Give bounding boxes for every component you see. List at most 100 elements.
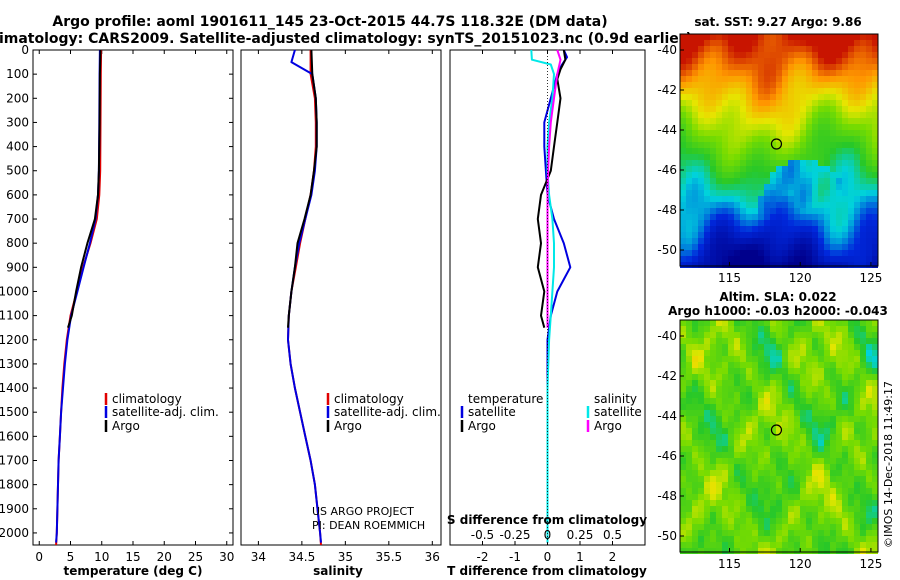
map-cell	[842, 94, 848, 100]
map-cell	[722, 518, 728, 524]
map-cell	[722, 476, 728, 482]
map-cell	[818, 458, 824, 464]
map-cell	[836, 34, 842, 40]
map-cell	[800, 530, 806, 536]
map-cell	[854, 160, 860, 166]
map-cell	[698, 154, 704, 160]
map-cell	[710, 178, 716, 184]
map-cell	[872, 410, 878, 416]
map-cell	[824, 250, 830, 256]
map-cell	[722, 40, 728, 46]
map-cell	[812, 100, 818, 106]
map-cell	[704, 178, 710, 184]
map-cell	[716, 464, 722, 470]
map-cell	[734, 350, 740, 356]
map-cell	[818, 256, 824, 262]
map-cell	[794, 320, 800, 326]
map-cell	[680, 202, 686, 208]
map-cell	[812, 58, 818, 64]
map-cell	[680, 404, 686, 410]
map-cell	[758, 350, 764, 356]
map-cell	[752, 362, 758, 368]
map-cell	[848, 404, 854, 410]
map-cell	[716, 148, 722, 154]
map-cell	[836, 238, 842, 244]
map-cell	[770, 208, 776, 214]
map-cell	[734, 440, 740, 446]
map-cell	[770, 524, 776, 530]
map-cell	[710, 452, 716, 458]
map-cell	[818, 494, 824, 500]
map-cell	[794, 130, 800, 136]
map-cell	[824, 506, 830, 512]
map-cell	[806, 208, 812, 214]
map-cell	[764, 380, 770, 386]
map-cell	[680, 422, 686, 428]
map-cell	[710, 196, 716, 202]
map-cell	[734, 422, 740, 428]
map-cell	[716, 476, 722, 482]
map-cell	[854, 428, 860, 434]
map-cell	[776, 262, 782, 268]
map-cell	[728, 416, 734, 422]
map-cell	[776, 482, 782, 488]
map-cell	[848, 536, 854, 542]
map-cell	[836, 488, 842, 494]
map-cell	[758, 374, 764, 380]
map-cell	[752, 172, 758, 178]
map-cell	[794, 470, 800, 476]
map-cell	[872, 172, 878, 178]
map-cell	[842, 362, 848, 368]
map-cell	[860, 494, 866, 500]
map-cell	[746, 404, 752, 410]
map-cell	[770, 452, 776, 458]
map-cell	[824, 40, 830, 46]
map-cell	[806, 464, 812, 470]
map-cell	[758, 416, 764, 422]
map-cell	[746, 464, 752, 470]
map-cell	[764, 46, 770, 52]
map-cell	[842, 64, 848, 70]
map-cell	[848, 518, 854, 524]
map-cell	[824, 256, 830, 262]
map-cell	[866, 446, 872, 452]
map-cell	[704, 88, 710, 94]
map-cell	[740, 82, 746, 88]
map-cell	[788, 106, 794, 112]
map-cell	[776, 368, 782, 374]
map-cell	[818, 226, 824, 232]
map-cell	[848, 440, 854, 446]
map-cell	[740, 172, 746, 178]
map-cell	[818, 82, 824, 88]
map-cell	[692, 100, 698, 106]
map-cell	[854, 190, 860, 196]
map-cell	[728, 518, 734, 524]
map-cell	[758, 130, 764, 136]
map-cell	[830, 518, 836, 524]
map-cell	[776, 94, 782, 100]
map-cell	[728, 100, 734, 106]
map-cell	[854, 94, 860, 100]
map-cell	[686, 166, 692, 172]
map-cell	[752, 178, 758, 184]
map-cell	[788, 220, 794, 226]
map-cell	[818, 250, 824, 256]
map-cell	[860, 398, 866, 404]
map-cell	[866, 232, 872, 238]
map-cell	[680, 220, 686, 226]
map-cell	[752, 512, 758, 518]
map-cell	[860, 202, 866, 208]
map-cell	[776, 190, 782, 196]
map-cell	[854, 434, 860, 440]
map-cell	[848, 52, 854, 58]
map-cell	[842, 542, 848, 548]
map-cell	[752, 356, 758, 362]
map-cell	[698, 392, 704, 398]
map-cell	[728, 446, 734, 452]
map-cell	[776, 82, 782, 88]
map-cell	[716, 124, 722, 130]
map-cell	[770, 178, 776, 184]
map-cell	[812, 184, 818, 190]
map-cell	[758, 404, 764, 410]
map-cell	[830, 64, 836, 70]
